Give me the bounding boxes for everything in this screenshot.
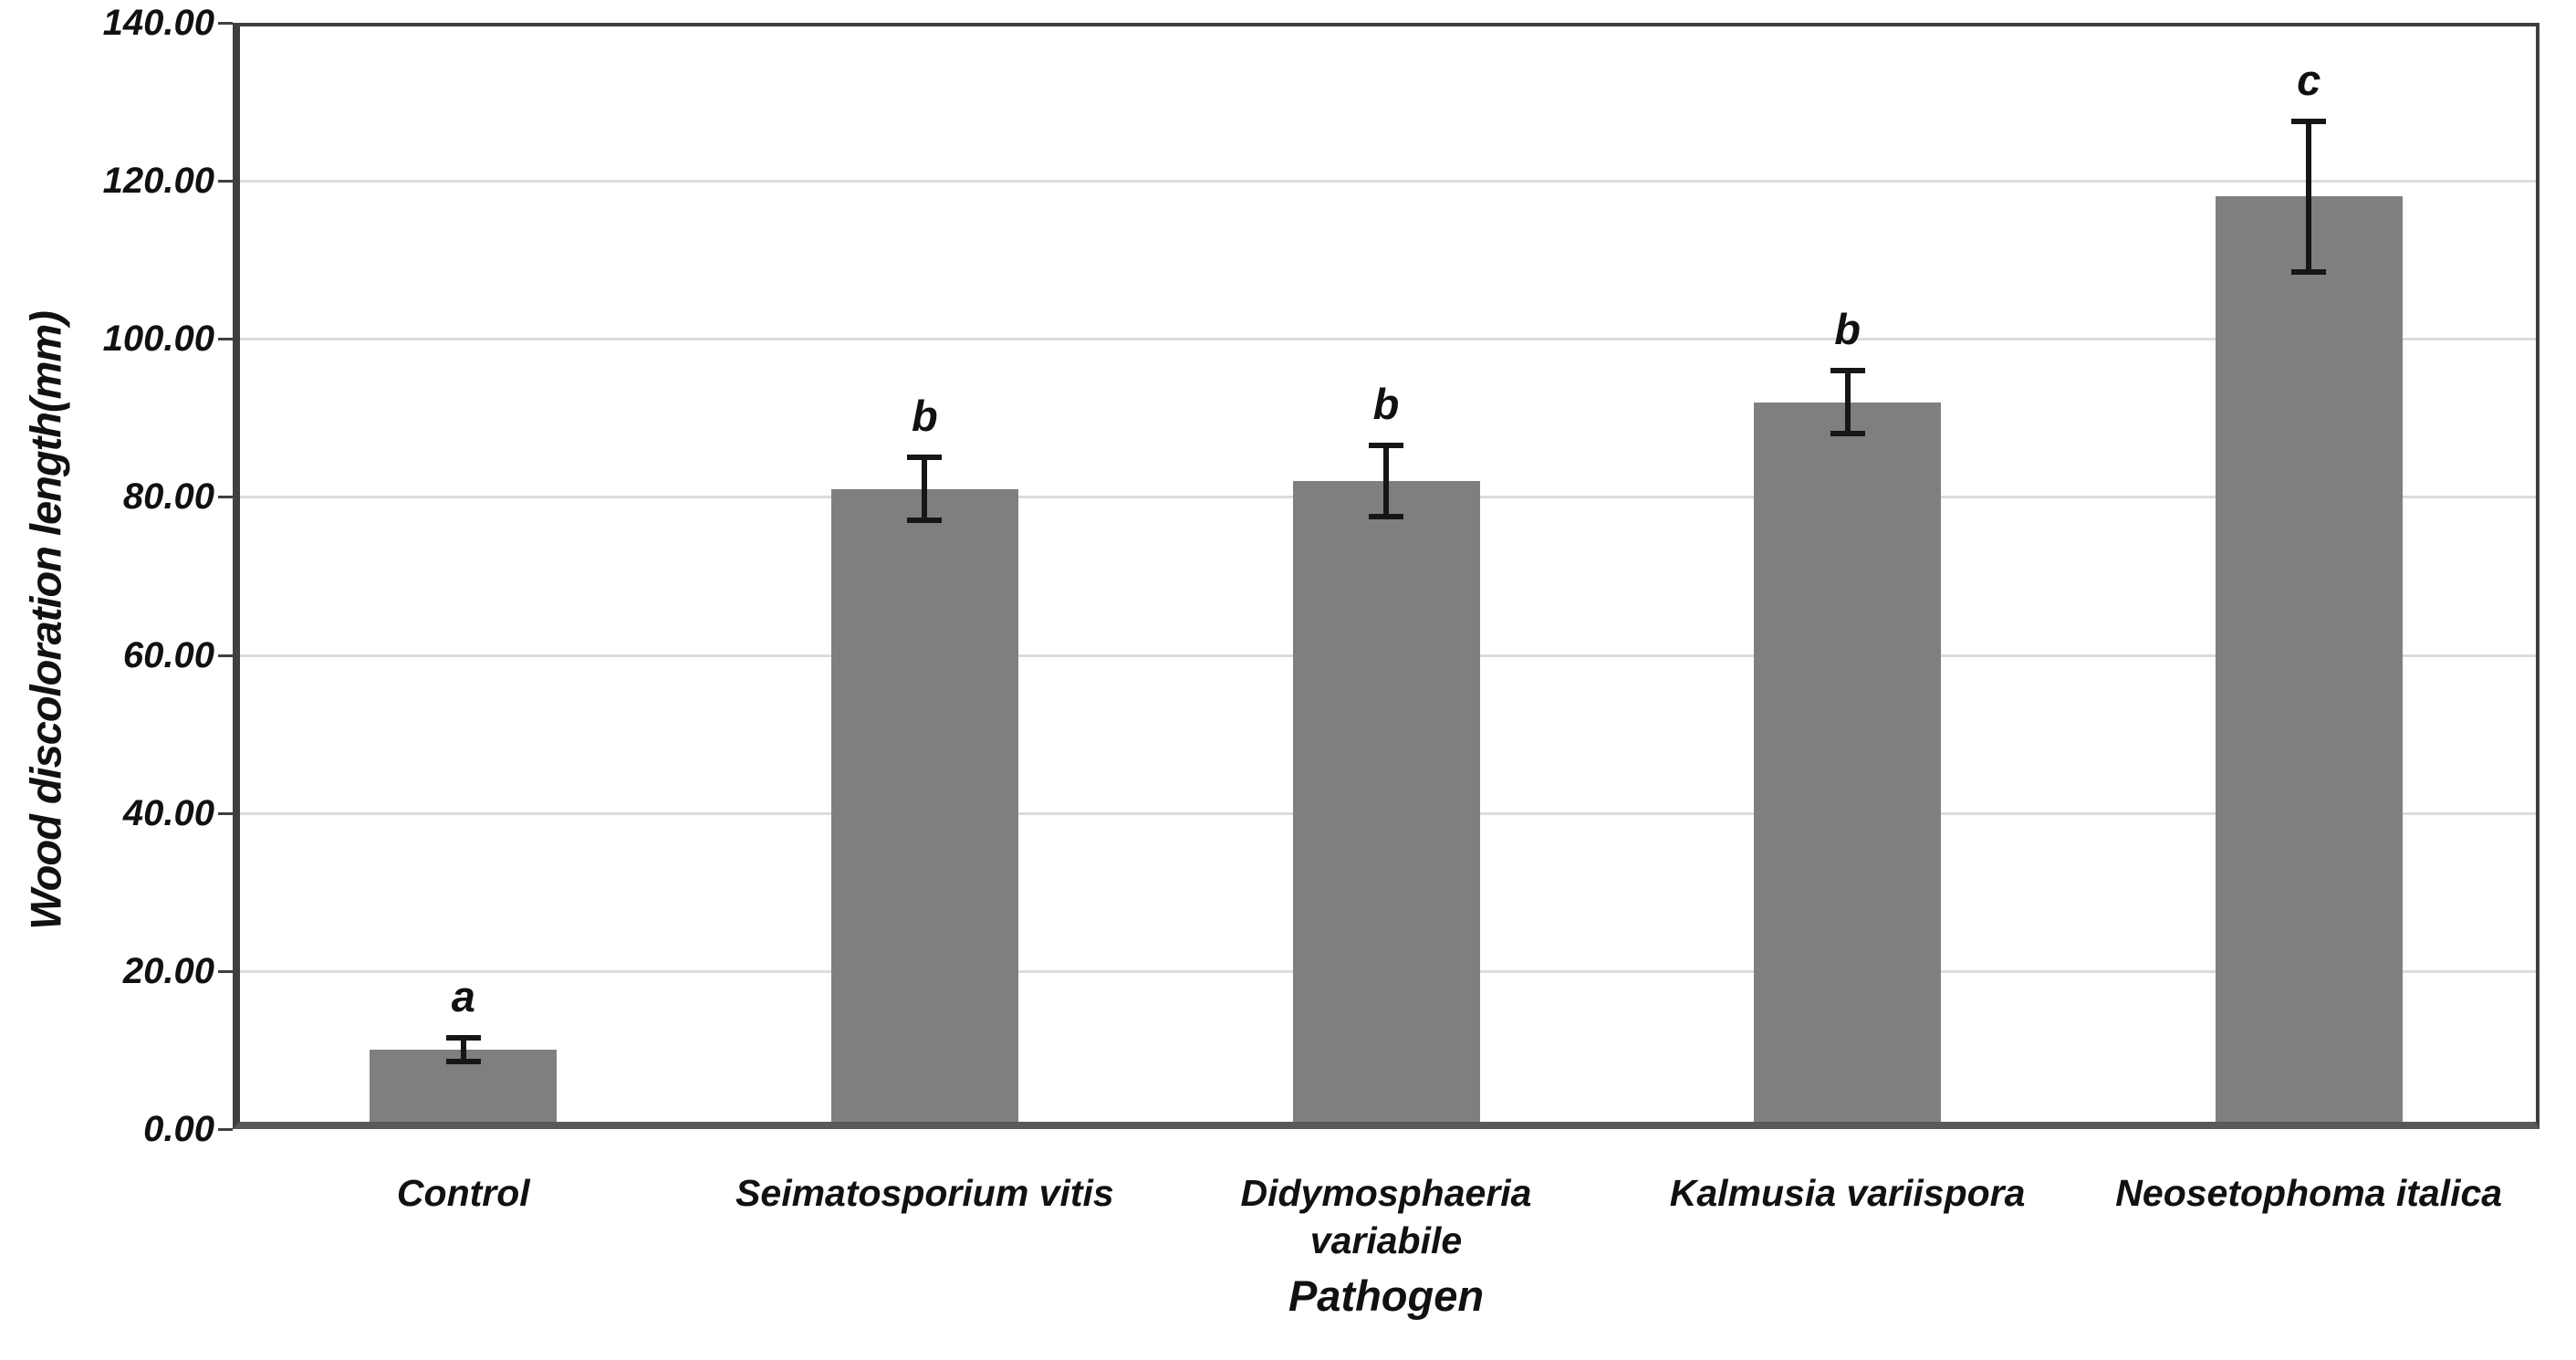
y-tick-label: 60.00 <box>122 634 214 675</box>
bar-5 <box>2215 196 2403 1129</box>
y-tick-mark <box>218 969 233 973</box>
x-category-label-line: Seimatosporium vitis <box>735 1172 1114 1214</box>
y-axis-title: Wood discoloration length(mm) <box>21 311 70 930</box>
significance-letter: a <box>451 972 475 1021</box>
x-category-label-line: Control <box>396 1172 530 1214</box>
significance-letter: b <box>1834 304 1861 353</box>
x-category-label: Didymosphaeria variabile <box>1119 1169 1653 1265</box>
x-category-label-line: Didymosphaeria <box>1240 1172 1532 1214</box>
y-tick-label: 80.00 <box>122 476 214 518</box>
x-category-label: Neosetophoma italica <box>2041 1169 2576 1217</box>
error-bar-stem <box>1383 445 1389 518</box>
error-bar-cap-top <box>907 455 943 461</box>
error-bar-stem <box>922 457 928 521</box>
x-category-label-line: Kalmusia variispora <box>1669 1172 2026 1214</box>
x-axis-title: Pathogen <box>1288 1271 1485 1320</box>
x-category-label-line: variabile <box>1309 1219 1463 1262</box>
error-bar-stem <box>1844 370 1851 434</box>
y-tick-label: 0.00 <box>143 1109 214 1149</box>
bar-2 <box>830 488 1018 1129</box>
y-gridline <box>233 180 2539 183</box>
error-bar-stem <box>460 1038 466 1062</box>
x-category-label: Kalmusia variispora <box>1580 1169 2115 1217</box>
x-category-label: Seimatosporium vitis <box>658 1169 1193 1217</box>
y-tick-mark <box>218 180 233 183</box>
significance-letter: c <box>2297 56 2321 105</box>
bar-3 <box>1292 481 1480 1129</box>
x-category-label: Control <box>196 1169 731 1217</box>
error-bar-cap-top <box>2291 119 2327 125</box>
error-bar-cap-bottom <box>1830 431 1865 437</box>
y-tick-mark <box>218 22 233 25</box>
error-bar-cap-bottom <box>445 1059 481 1065</box>
y-gridline <box>233 338 2539 341</box>
y-tick-mark <box>218 338 233 341</box>
significance-letter: b <box>912 392 938 441</box>
bar-4 <box>1754 402 1942 1129</box>
y-tick-label: 120.00 <box>102 161 214 202</box>
error-bar-cap-bottom <box>907 518 943 524</box>
y-tick-label: 20.00 <box>122 950 214 991</box>
error-bar-stem <box>2306 121 2312 272</box>
error-bar-cap-bottom <box>2291 268 2327 275</box>
y-tick-label: 40.00 <box>122 792 214 833</box>
y-tick-mark <box>218 496 233 499</box>
y-tick-label: 100.00 <box>102 319 214 360</box>
error-bar-cap-bottom <box>1369 514 1403 520</box>
y-tick-mark <box>218 654 233 657</box>
significance-letter: b <box>1372 380 1400 429</box>
x-category-label-line: Neosetophoma italica <box>2115 1172 2503 1214</box>
error-bar-cap-top <box>1369 443 1403 449</box>
error-bar-cap-top <box>1830 367 1865 373</box>
plot-area: 0.00 20.00 40.00 60.00 80.00 100.00 120.00 140.… <box>103 5 2539 1261</box>
error-bar-cap-top <box>445 1035 481 1041</box>
y-tick-label: 140.00 <box>102 3 214 43</box>
y-tick-mark <box>218 1128 233 1131</box>
y-tick-mark <box>218 811 233 815</box>
